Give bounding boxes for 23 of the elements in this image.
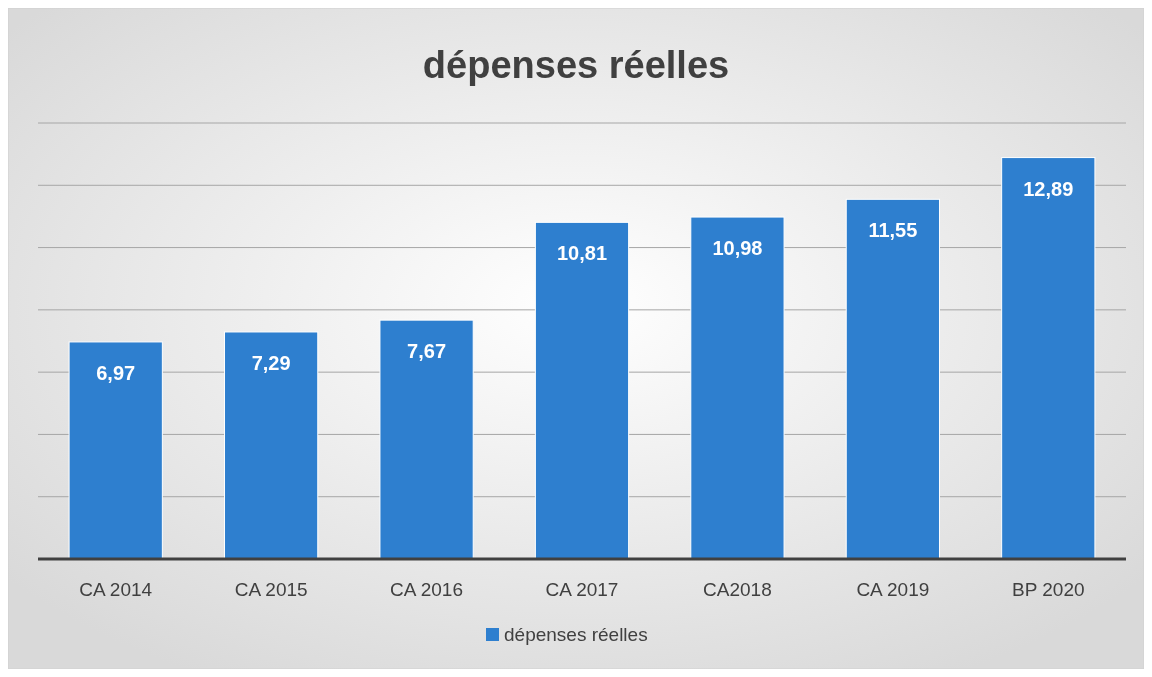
x-tick-label: CA 2016 — [390, 579, 464, 600]
bar — [534, 221, 630, 560]
data-label: 10,98 — [712, 237, 763, 260]
bar — [1001, 157, 1096, 560]
x-tick-label: CA2018 — [703, 579, 772, 600]
bar — [845, 198, 940, 560]
bar — [224, 331, 319, 560]
x-tick-label: CA 2015 — [234, 579, 308, 600]
x-tick-label: CA 2017 — [545, 579, 619, 600]
bar — [379, 319, 474, 560]
data-label: 7,67 — [407, 340, 447, 363]
data-label: 7,29 — [251, 351, 291, 374]
data-label: 10,81 — [556, 242, 608, 265]
x-tick-label: CA 2019 — [856, 579, 930, 600]
bar — [68, 341, 163, 560]
chart-title: dépenses réelles — [422, 44, 730, 86]
bar — [690, 216, 785, 560]
text: dépenses réelles — [504, 624, 648, 645]
data-label: 11,55 — [868, 219, 918, 242]
x-tick-label: CA 2014 — [79, 579, 153, 600]
data-label: 12,89 — [1023, 177, 1074, 200]
x-tick-label: BP 2020 — [1012, 579, 1085, 600]
data-label: 6,97 — [96, 361, 136, 384]
